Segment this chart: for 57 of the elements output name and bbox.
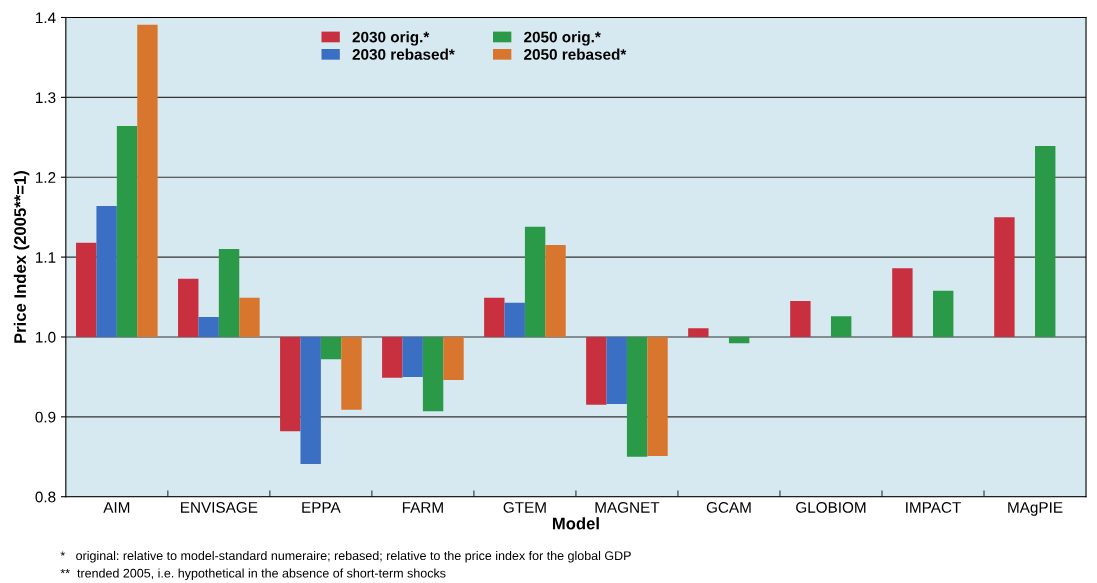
y-tick-label: 1.3 — [36, 92, 56, 104]
bar — [320, 336, 342, 360]
bar — [994, 217, 1015, 337]
bar — [382, 336, 403, 378]
y-tick-label: 1.2 — [36, 172, 56, 183]
bar — [443, 336, 464, 381]
x-tick-label: GTEM — [503, 501, 546, 513]
x-axis-title: Model — [552, 517, 599, 530]
bar — [545, 245, 566, 337]
bar — [76, 242, 97, 337]
y-tick-label: 1.0 — [36, 331, 56, 343]
x-tick-label: GLOBIOM — [796, 501, 866, 513]
bar — [586, 336, 607, 405]
x-tick-label: MAgPIE — [1008, 502, 1063, 516]
bar — [524, 226, 546, 337]
bar — [606, 336, 627, 405]
x-tick-label: AIM — [103, 502, 130, 513]
bar — [341, 336, 362, 410]
bar — [1035, 146, 1056, 337]
bar — [300, 336, 321, 464]
bar — [198, 317, 219, 337]
x-tick-label: IMPACT — [906, 501, 961, 513]
y-tick-label: 0.9 — [35, 411, 56, 423]
x-tick-label: FARM — [402, 502, 443, 513]
text: * original: relative to model-standard numeraire; rebased; relative to the price index for the global GDP — [60, 550, 631, 563]
bar — [137, 24, 158, 337]
bar — [402, 336, 423, 377]
y-tick-label: 1.1 — [36, 252, 56, 263]
y-tick-label: 1.4 — [36, 12, 56, 24]
text: ** trended 2005, i.e. hypothetical in the absence of short-term shocks — [60, 568, 446, 581]
bar — [218, 249, 240, 337]
bar — [892, 268, 913, 337]
legend-label: 2030 rebased* — [352, 48, 455, 60]
x-tick-label: MAGNET — [595, 501, 660, 513]
bar — [178, 278, 199, 337]
legend-label: 2050 orig.* — [524, 31, 601, 46]
x-tick-label: EPPA — [302, 502, 341, 513]
x-tick-label: GCAM — [706, 501, 751, 513]
bar — [239, 297, 260, 337]
bar — [728, 336, 750, 344]
y-tick-label: 0.8 — [35, 491, 56, 503]
legend-label: 2050 rebased* — [524, 48, 627, 60]
bar — [933, 290, 954, 337]
legend-label: 2030 orig.* — [352, 31, 430, 46]
bar — [688, 328, 709, 337]
bar — [484, 297, 505, 337]
x-tick-label: ENVISAGE — [181, 501, 258, 513]
y-axis-title: Price Index (2005**=1) — [13, 171, 30, 343]
bar — [116, 126, 138, 337]
bar — [830, 316, 852, 337]
bar — [422, 336, 444, 412]
bar — [790, 301, 811, 337]
bar — [647, 336, 668, 456]
bar — [626, 336, 648, 457]
bar — [280, 336, 301, 432]
bar — [504, 302, 525, 337]
bar — [96, 205, 117, 337]
